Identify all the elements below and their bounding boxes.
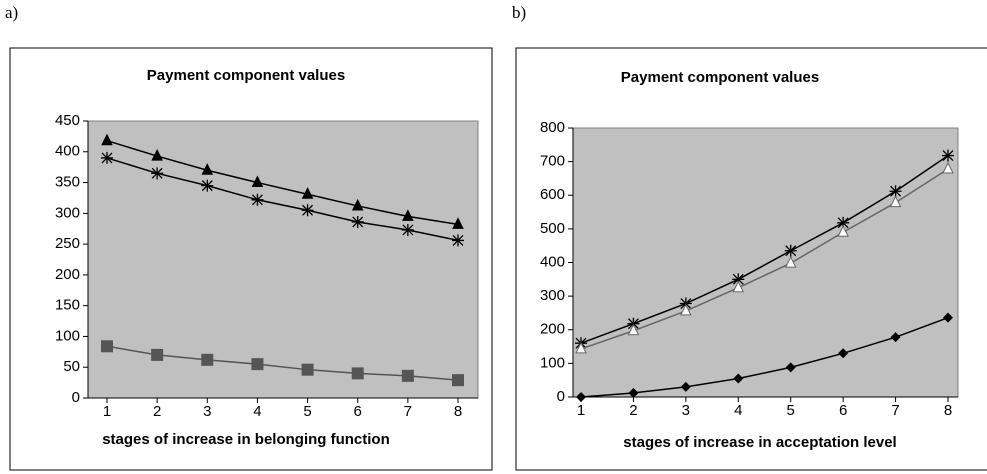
marker	[784, 244, 797, 257]
x-axis-label: stages of increase in acceptation level	[623, 434, 896, 451]
marker	[837, 216, 850, 229]
marker	[452, 234, 464, 247]
marker	[301, 363, 314, 376]
marker	[251, 193, 264, 206]
y-tick-label: 400	[540, 253, 565, 270]
marker	[785, 362, 796, 373]
y-tick-label: 0	[557, 388, 565, 405]
marker	[401, 369, 414, 382]
y-tick-label: 300	[55, 204, 80, 221]
marker	[402, 209, 414, 221]
x-tick-label: 1	[103, 403, 111, 420]
marker	[732, 273, 745, 286]
series-line	[580, 154, 949, 344]
marker	[351, 198, 364, 211]
plot-area	[87, 120, 479, 399]
x-tick-label: 8	[944, 402, 952, 419]
x-tick-label: 4	[253, 403, 261, 420]
marker	[628, 387, 639, 398]
marker	[732, 280, 745, 293]
marker	[251, 175, 264, 188]
x-tick-label: 5	[787, 402, 795, 419]
x-tick-label: 8	[454, 403, 462, 420]
marker	[301, 204, 314, 217]
marker	[251, 358, 264, 371]
chart-title: Payment component values	[621, 69, 819, 86]
marker	[889, 185, 902, 198]
y-tick-label: 800	[540, 119, 565, 136]
x-axis-label: stages of increase in belonging function	[102, 431, 390, 448]
y-tick-label: 500	[540, 220, 565, 237]
y-tick-label: 250	[55, 235, 80, 252]
marker	[890, 332, 901, 343]
marker	[201, 353, 214, 366]
marker	[452, 374, 464, 387]
marker	[575, 341, 587, 354]
y-tick-label: 300	[540, 287, 565, 304]
y-tick-label: 200	[540, 321, 565, 338]
marker	[942, 161, 954, 174]
marker	[151, 148, 163, 161]
marker	[201, 163, 214, 175]
series-line	[106, 157, 459, 242]
series-line	[106, 345, 459, 381]
marker	[151, 348, 164, 361]
marker	[351, 367, 364, 380]
y-tick-label: 100	[540, 354, 565, 371]
panel-label: b)	[512, 3, 526, 22]
y-tick-label: 400	[55, 143, 80, 160]
plot-area	[572, 127, 959, 398]
chart-title: Payment component values	[147, 67, 345, 84]
marker	[201, 179, 214, 192]
marker	[627, 323, 640, 336]
marker	[576, 392, 586, 402]
x-tick-label: 6	[354, 403, 362, 420]
marker	[679, 297, 692, 310]
y-tick-label: 700	[540, 153, 565, 170]
marker	[942, 149, 954, 162]
y-tick-label: 50	[63, 358, 80, 375]
marker	[733, 373, 744, 384]
marker	[838, 348, 849, 359]
marker	[680, 381, 691, 392]
y-tick-label: 0	[72, 389, 80, 406]
x-tick-label: 7	[404, 403, 412, 420]
marker	[680, 303, 692, 316]
x-tick-label: 5	[303, 403, 311, 420]
marker	[401, 223, 414, 236]
marker	[101, 151, 113, 164]
marker	[837, 225, 849, 237]
y-tick-label: 450	[55, 112, 80, 129]
y-tick-label: 150	[55, 297, 80, 314]
panel-label: a)	[5, 3, 18, 22]
x-tick-label: 4	[734, 402, 742, 419]
marker	[151, 167, 164, 180]
series-line	[580, 168, 949, 350]
y-tick-label: 100	[55, 327, 80, 344]
marker	[452, 217, 464, 229]
marker	[889, 195, 902, 208]
marker	[943, 312, 953, 323]
marker	[101, 340, 113, 353]
y-tick-label: 350	[55, 174, 80, 191]
x-tick-label: 2	[153, 403, 161, 420]
marker	[101, 133, 113, 146]
series-line	[106, 139, 459, 226]
x-tick-label: 3	[682, 402, 690, 419]
series-line	[580, 316, 949, 398]
x-tick-label: 1	[577, 402, 585, 419]
marker	[351, 215, 364, 228]
x-tick-label: 2	[629, 402, 637, 419]
x-tick-label: 3	[203, 403, 211, 420]
marker	[784, 256, 797, 268]
y-tick-label: 600	[540, 186, 565, 203]
y-tick-label: 200	[55, 266, 80, 283]
marker	[301, 187, 314, 199]
x-tick-label: 7	[891, 402, 899, 419]
x-tick-label: 6	[839, 402, 847, 419]
